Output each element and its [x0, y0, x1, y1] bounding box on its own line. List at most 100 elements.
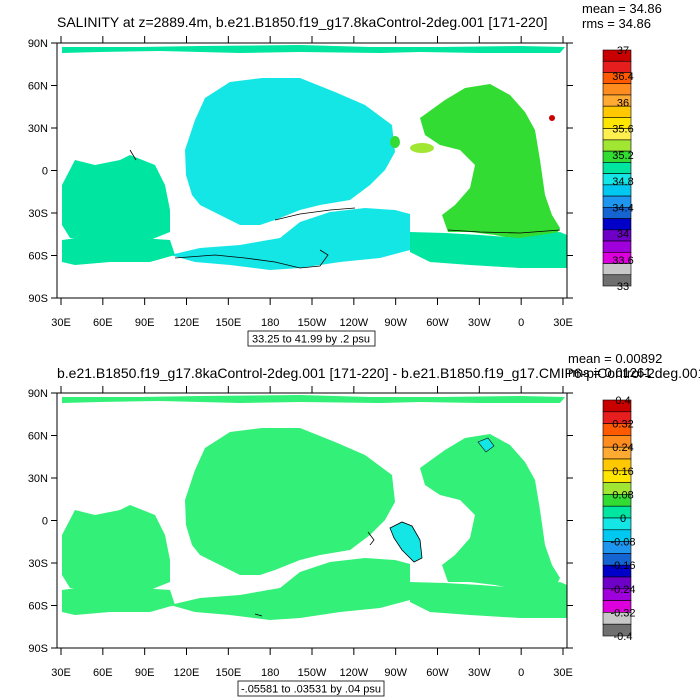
panel-1: SALINITY at z=2889.4m, b.e21.B1850.f19_g…	[28, 1, 662, 347]
panel-1-range-box	[247, 330, 376, 347]
lon-tick-label: 0	[518, 317, 524, 329]
lon-tick-label: 180	[261, 317, 279, 329]
panel-2-colorbar: 0.4 0.32 0.24 0.16 0.08 0 -0.08 -0.16 -0.24 -0.32…	[602, 395, 636, 643]
lon-tick-label: 120W	[339, 317, 368, 329]
colorbar-label: 0	[620, 513, 626, 525]
lon-tick-label: 30E	[51, 317, 71, 329]
panel-2-map	[62, 395, 567, 620]
panel-2-rms: rms = 0.01261	[568, 365, 651, 380]
panel-1-ocean-patch-c	[549, 115, 555, 121]
panel-2-contour-line	[254, 613, 263, 617]
lat-tick-label: 90S	[28, 643, 48, 655]
colorbar-label: 36.4	[612, 71, 633, 83]
colorbar-label: 35.6	[612, 124, 633, 136]
lat-tick-label: 60N	[28, 81, 48, 93]
lon-tick-label: 60W	[426, 667, 449, 679]
lon-tick-label: 90W	[384, 317, 407, 329]
panel-2-negative-anomaly-patch	[389, 521, 423, 563]
lon-tick-label: 60E	[93, 317, 113, 329]
colorbar-label: -0.24	[610, 584, 635, 596]
lat-tick-label: 60S	[28, 601, 48, 613]
panel-2-atlantic-ocean	[420, 434, 560, 590]
colorbar-label: 34.8	[612, 176, 633, 188]
lat-tick-label: 30N	[28, 473, 48, 485]
panel-2-atlantic-south	[410, 582, 567, 618]
panel-1-colorbar: 37 36.4 36 35.6 35.2 34.8 34.4 34 33.6 33	[602, 45, 634, 293]
colorbar-label: 0.32	[612, 419, 633, 431]
lon-tick-label: 60W	[426, 317, 449, 329]
panel-1-ocean-patch-a	[410, 143, 434, 153]
lon-tick-label: 30E	[553, 667, 573, 679]
lat-tick-label: 0	[42, 166, 48, 178]
colorbar-label: -0.32	[610, 607, 635, 619]
colorbar-label: -0.4	[614, 631, 633, 643]
lat-tick-label: 90S	[28, 293, 48, 305]
panel-2-range-note: -.05581 to .03531 by .04 psu	[241, 684, 381, 696]
lon-tick-label: 150E	[215, 317, 241, 329]
panel-1-indian-south	[62, 235, 175, 265]
lat-tick-label: 30S	[28, 558, 48, 570]
colorbar-label: 34.4	[612, 202, 633, 214]
panel-1-mean: mean = 34.86	[582, 1, 662, 16]
colorbar-label: 34	[617, 229, 629, 241]
panel-1-range-note: 33.25 to 41.99 by .2 psu	[252, 334, 370, 346]
lon-tick-label: 30E	[553, 317, 573, 329]
panel-1-atlantic-south	[410, 232, 567, 268]
lat-tick-label: 30S	[28, 208, 48, 220]
panel-2-negative-anomaly-patch	[477, 437, 495, 453]
colorbar-label: 0.16	[612, 466, 633, 478]
lon-tick-label: 60E	[93, 667, 113, 679]
lon-tick-label: 30W	[468, 667, 491, 679]
colorbar-swatch	[602, 517, 632, 531]
panel-1-title: SALINITY at z=2889.4m, b.e21.B1850.f19_g…	[57, 14, 547, 30]
lon-tick-label: 120E	[174, 667, 200, 679]
panel-2-title: b.e21.B1850.f19_g17.8kaControl-2deg.001 …	[57, 365, 700, 381]
colorbar-label: 37	[617, 45, 629, 57]
colorbar-swatch	[602, 162, 632, 174]
panel-1-ocean-patch-b	[390, 136, 400, 148]
lat-tick-label: 60S	[28, 251, 48, 263]
panel-1-atlantic-ocean	[420, 84, 560, 240]
panel-1-contour-line	[129, 149, 137, 161]
panel-2-pacific-ocean	[185, 428, 395, 575]
panel-1-pacific-ocean	[185, 78, 395, 225]
lon-tick-label: 150W	[298, 317, 327, 329]
colorbar-label: 0.24	[612, 442, 633, 454]
colorbar-label: 33	[617, 281, 629, 293]
panel-2-range-box	[237, 680, 385, 697]
lon-tick-label: 180	[261, 667, 279, 679]
colorbar-label: 0.08	[612, 489, 633, 501]
lon-tick-label: 0	[518, 667, 524, 679]
lon-tick-label: 90E	[135, 317, 155, 329]
panel-1-map	[62, 45, 567, 270]
colorbar-swatch	[602, 505, 632, 519]
colorbar-swatch	[602, 274, 632, 287]
panel-2-indian-ocean	[62, 505, 170, 592]
lon-tick-label: 150W	[298, 667, 327, 679]
lon-tick-label: 120W	[339, 667, 368, 679]
colorbar-swatch	[602, 83, 632, 96]
lon-tick-label: 90E	[135, 667, 155, 679]
lon-tick-label: 30E	[51, 667, 71, 679]
colorbar-label: 35.2	[612, 150, 633, 162]
colorbar-label: -0.16	[610, 560, 635, 572]
lat-tick-label: 30N	[28, 123, 48, 135]
lat-tick-label: 0	[42, 516, 48, 528]
panel-2-southern-ocean	[170, 558, 410, 620]
colorbar-label: 36	[617, 97, 629, 109]
panel-1-indian-ocean	[62, 155, 170, 242]
panel-2-mean: mean = 0.00892	[568, 351, 662, 366]
lon-tick-label: 120E	[174, 317, 200, 329]
colorbar-swatch	[602, 623, 632, 637]
lon-tick-label: 90W	[384, 667, 407, 679]
colorbar-label: 0.4	[615, 395, 630, 407]
lon-tick-label: 150E	[215, 667, 241, 679]
lon-tick-label: 30W	[468, 317, 491, 329]
lat-tick-label: 90N	[28, 38, 48, 50]
panel-2-arctic-ocean	[62, 395, 565, 403]
panel-1-rms: rms = 34.86	[582, 16, 651, 31]
panel-1-contour-line	[174, 249, 329, 269]
